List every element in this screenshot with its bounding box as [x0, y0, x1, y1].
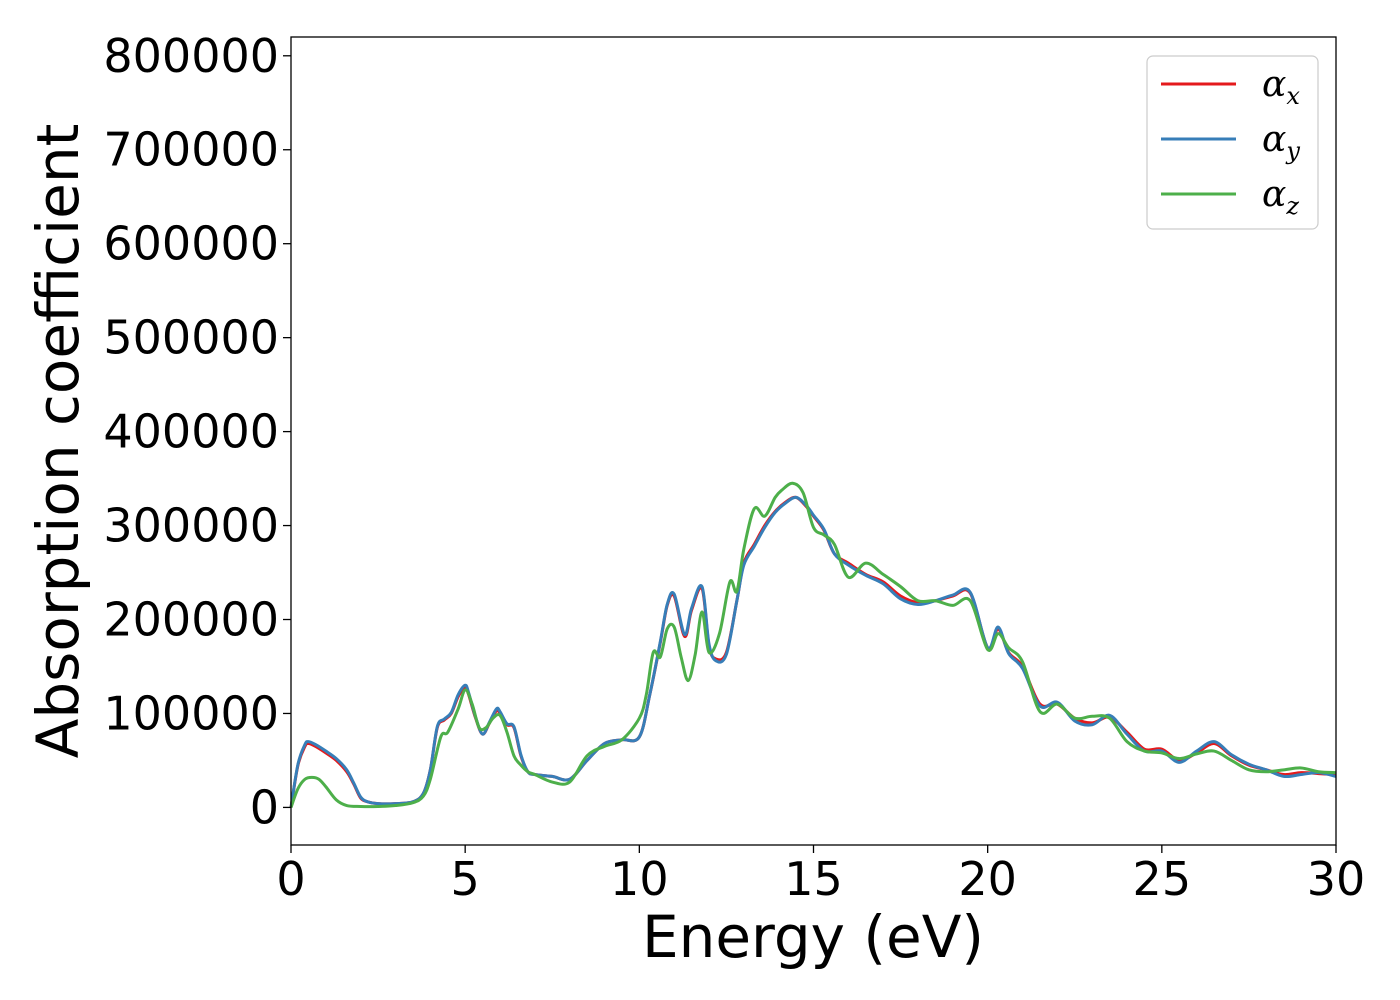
- x-tick-label: 30: [1307, 852, 1366, 906]
- x-tick-label: 0: [276, 852, 305, 906]
- legend-label-y: αy: [1262, 119, 1300, 165]
- x-tick-label: 10: [610, 852, 669, 906]
- x-tick-label: 5: [451, 852, 480, 906]
- x-tick-label: 25: [1133, 852, 1192, 906]
- series-line-y: [289, 495, 1337, 808]
- y-axis-ticks: 0 100000 200000 300000 400000 500000 600000 700…: [103, 29, 291, 834]
- y-tick-label: 800000: [103, 29, 279, 83]
- x-axis-label: Energy (eV): [642, 903, 984, 971]
- y-tick-label: 300000: [103, 499, 279, 553]
- x-tick-label: 15: [784, 852, 843, 906]
- legend: αx αy αz: [1146, 55, 1319, 230]
- plot-lines: [289, 481, 1337, 809]
- y-tick-label: 400000: [103, 405, 279, 459]
- y-tick-label: 0: [250, 780, 279, 834]
- y-tick-label: 500000: [103, 311, 279, 365]
- y-tick-label: 600000: [103, 217, 279, 271]
- y-axis-label: Absorption coefficient: [24, 124, 92, 759]
- series-line-z: [289, 481, 1337, 809]
- legend-box: [1146, 55, 1319, 230]
- legend-label-x: αx: [1262, 64, 1300, 110]
- x-axis-ticks: 0 5 10 15 20 25 30: [276, 845, 1365, 906]
- y-tick-label: 700000: [103, 123, 279, 177]
- y-tick-label: 200000: [103, 593, 279, 647]
- y-tick-label: 100000: [103, 686, 279, 740]
- x-tick-label: 20: [958, 852, 1017, 906]
- legend-label-z: αz: [1262, 174, 1299, 220]
